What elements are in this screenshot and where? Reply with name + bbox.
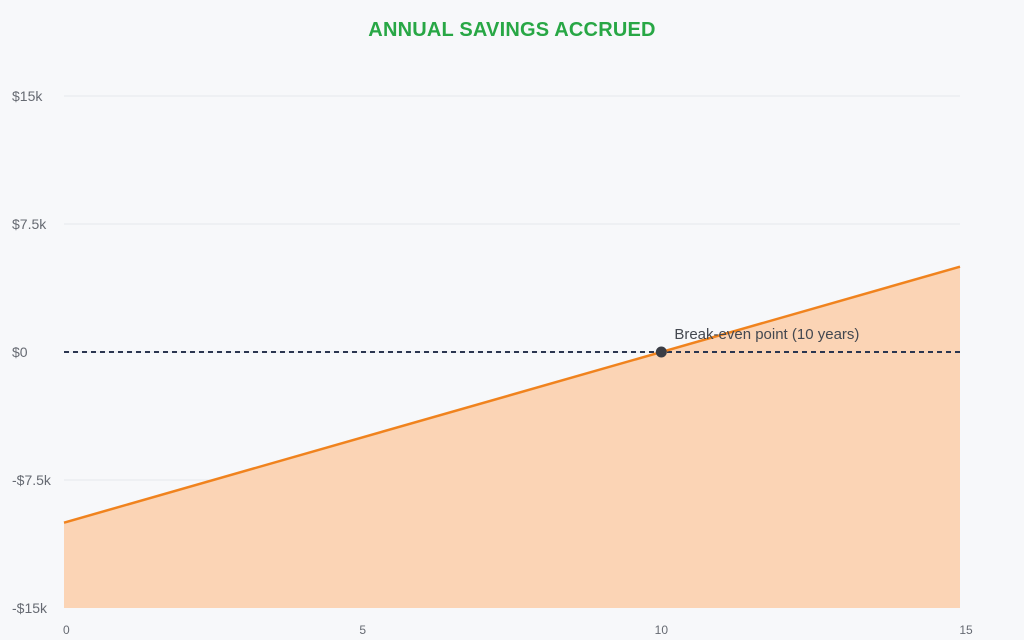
- x-tick-label-3: 15: [959, 623, 973, 637]
- x-tick-label-2: 10: [655, 623, 669, 637]
- y-tick-label-2: $0: [12, 344, 28, 360]
- series-area: [64, 266, 960, 608]
- y-tick-label-0: $15k: [12, 88, 43, 104]
- x-tick-label-1: 5: [359, 623, 366, 637]
- x-tick-label-0: 0: [63, 623, 70, 637]
- y-tick-label-4: -$15k: [12, 600, 48, 616]
- y-tick-label-1: $7.5k: [12, 216, 47, 232]
- break-even-point-marker: [655, 346, 667, 358]
- y-tick-label-3: -$7.5k: [12, 472, 52, 488]
- series-line: [63, 265, 961, 524]
- chart-title: ANNUAL SAVINGS ACCRUED: [368, 19, 656, 41]
- break-even-annotation-label: Break-even point (10 years): [674, 326, 859, 343]
